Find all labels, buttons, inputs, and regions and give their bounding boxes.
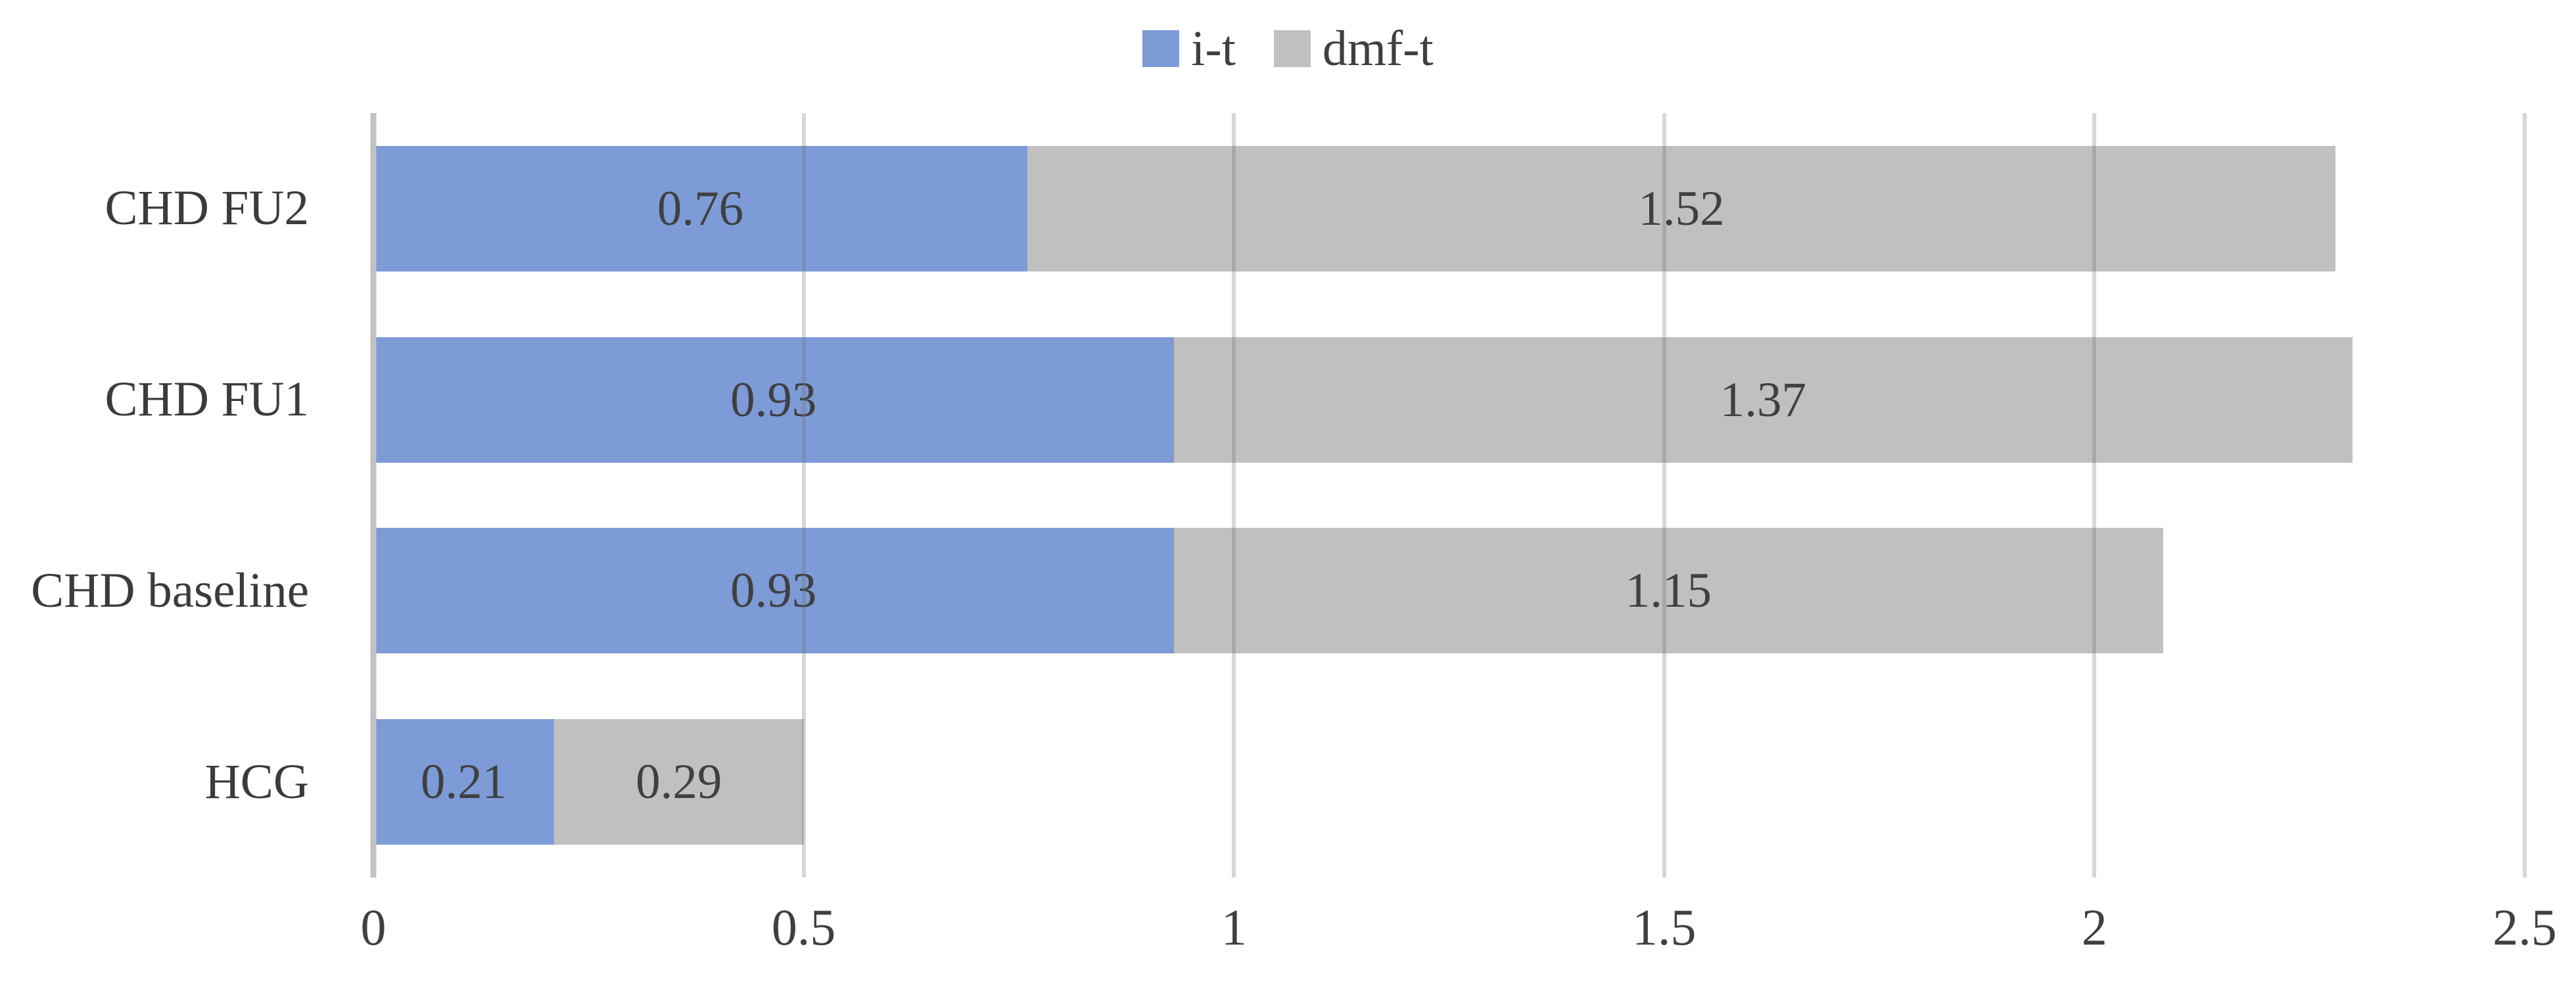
- value-axis-line: [370, 113, 377, 878]
- legend-item-i-t: i-t: [1142, 24, 1236, 74]
- data-label: 0.93: [730, 372, 817, 427]
- stacked-bar: 0.76 1.52: [373, 145, 2525, 271]
- data-label: 1.15: [1625, 563, 1712, 619]
- bar-row-CHD baseline: 0.93 1.15: [373, 496, 2525, 687]
- legend-label: i-t: [1191, 21, 1236, 76]
- category-label: CHD FU2: [105, 181, 309, 236]
- bar-row-HCG: 0.21 0.29: [373, 686, 2525, 878]
- bar-segment-i-t: 0.93: [373, 337, 1174, 463]
- bar-segment-i-t: 0.93: [373, 528, 1174, 654]
- x-tick-label: 1.5: [1632, 899, 1697, 956]
- bar-row-CHD FU2: 0.76 1.52: [373, 113, 2525, 304]
- data-label: 0.93: [730, 563, 817, 619]
- data-label: 1.37: [1720, 372, 1806, 427]
- legend-item-dmf-t: dmf-t: [1273, 21, 1434, 76]
- stacked-bar: 0.93 1.37: [373, 337, 2525, 463]
- category-label: HCG: [204, 754, 309, 809]
- category-label: CHD baseline: [31, 563, 309, 618]
- bar-segment-dmf-t: 0.29: [553, 719, 804, 845]
- x-tick-label: 0.5: [771, 899, 836, 956]
- x-tick-label: 0: [360, 899, 386, 956]
- x-tick-label: 1: [1221, 899, 1247, 956]
- bar-segment-i-t: 0.76: [373, 145, 1027, 271]
- x-tick-label: 2: [2081, 899, 2107, 956]
- bar-segment-dmf-t: 1.15: [1173, 528, 2164, 654]
- data-label: 0.29: [636, 755, 722, 810]
- bar-segment-i-t: 0.21: [373, 719, 554, 845]
- legend-swatch-icon: [1142, 30, 1180, 67]
- category-label: CHD FU1: [105, 372, 309, 427]
- bar-segment-dmf-t: 1.37: [1173, 337, 2353, 463]
- bar-segment-dmf-t: 1.52: [1027, 145, 2335, 271]
- x-tick-label: 2.5: [2493, 899, 2557, 956]
- stacked-bar: 0.93 1.15: [373, 528, 2525, 654]
- plot-area: 0.76 1.52 0.93 1.37 0.93 1.15 0.21 0.29: [370, 113, 2527, 878]
- stacked-bar: 0.21 0.29: [373, 719, 2525, 845]
- bar-row-CHD FU1: 0.93 1.37: [373, 304, 2525, 496]
- legend-swatch-icon: [1273, 30, 1311, 67]
- legend-label: dmf-t: [1322, 21, 1434, 76]
- data-label: 0.21: [420, 755, 507, 810]
- data-label: 1.52: [1638, 181, 1725, 236]
- data-label: 0.76: [657, 181, 744, 236]
- chart-legend: i-t dmf-t: [0, 24, 2576, 74]
